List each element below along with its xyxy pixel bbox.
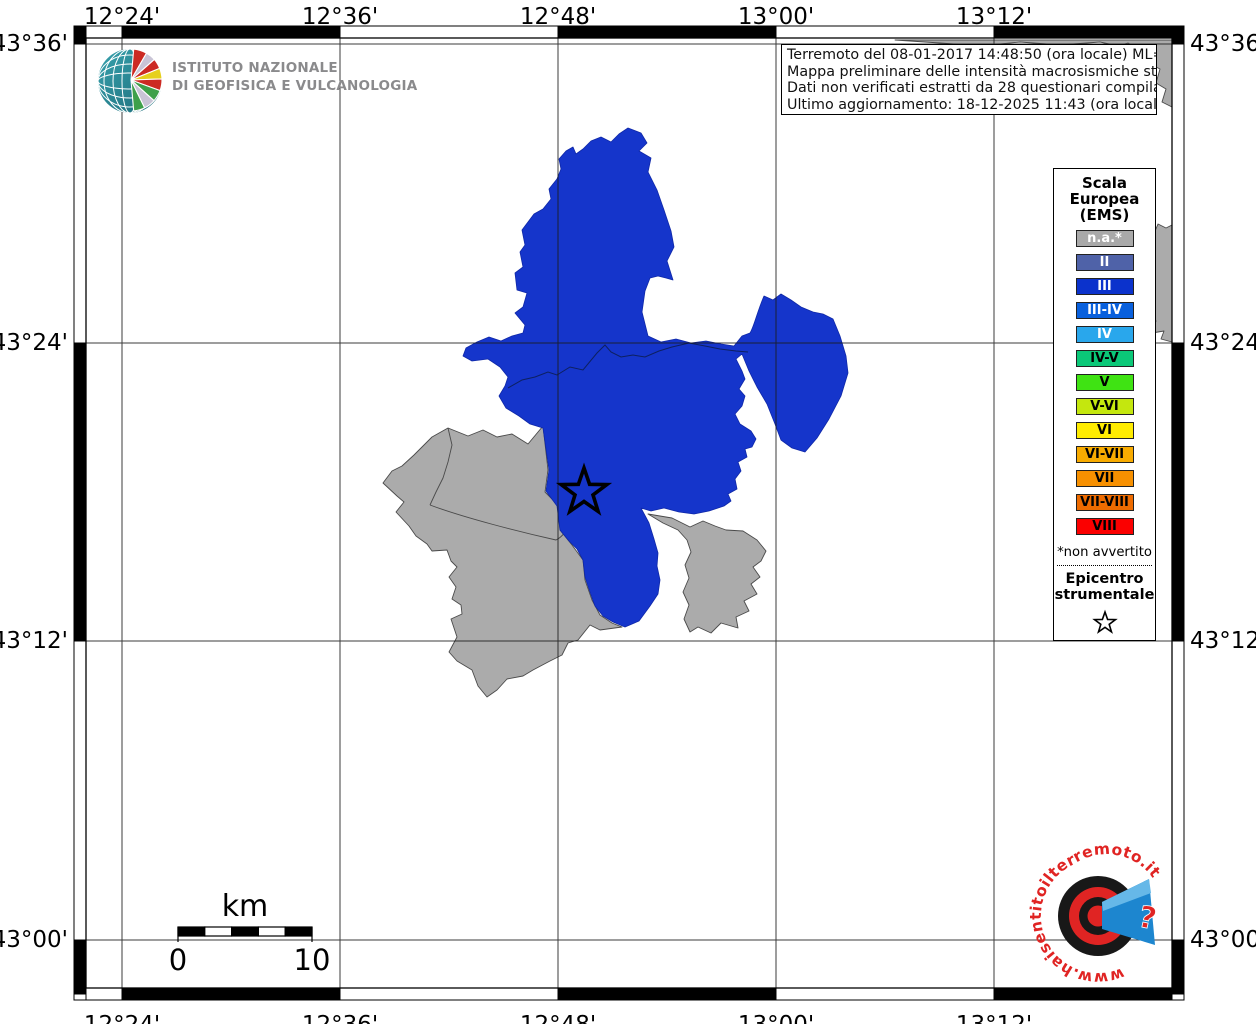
scale-bar: km 0 10 (169, 889, 331, 977)
info-line-event: Terremoto del 08-01-2017 14:48:50 (ora l… (787, 47, 1156, 63)
ingv-name-line1: ISTITUTO NAZIONALE (172, 60, 338, 76)
map-region-intensity-iii (462, 127, 849, 628)
lat-label-right: 43°00' (1190, 927, 1256, 953)
legend-swatch-iv: IV (1075, 326, 1134, 343)
info-line-questionnaires: Dati non verificati estratti da 28 quest… (787, 80, 1156, 96)
lon-label-bottom: 13°12' (956, 1012, 1032, 1024)
legend-swatch-viii: VIII (1075, 518, 1134, 535)
lat-label-left: 43°12' (0, 628, 68, 654)
info-line-updated: Ultimo aggiornamento: 18-12-2025 11:43 (… (787, 96, 1157, 113)
legend-epicenter-title: Epicentro strumentale (1054, 571, 1155, 603)
hsit-logo: ? www.haisentitoilterremoto.it (1027, 840, 1164, 988)
map-region-na-southeast (647, 513, 767, 634)
lat-label-right: 43°12' (1190, 628, 1256, 654)
legend-swatch-vii: VII (1075, 470, 1134, 487)
legend-swatch-iii: III (1075, 278, 1134, 295)
legend-footnote: *non avvertito (1057, 545, 1152, 560)
axis-labels: 12°24' 12°36' 12°48' 13°00' 13°12' 12°24… (0, 4, 1256, 1024)
lon-label-top: 12°48' (520, 4, 596, 30)
lat-label-right: 43°24' (1190, 330, 1256, 356)
lat-label-right: 43°36' (1190, 31, 1256, 57)
lon-label-top: 13°12' (956, 4, 1032, 30)
legend-divider (1057, 565, 1152, 566)
map-boundary-na-internal-2 (429, 427, 453, 506)
legend-title: Scala Europea (EMS) (1069, 174, 1140, 224)
legend-swatch-vi: VI (1075, 422, 1134, 439)
legend-swatch-iii-iv: III-IV (1075, 302, 1134, 319)
lon-label-bottom: 12°48' (520, 1012, 596, 1024)
map-boundary-river-line (507, 342, 749, 389)
lon-label-bottom: 12°36' (302, 1012, 378, 1024)
earthquake-info-box: Terremoto del 08-01-2017 14:48:50 (ora l… (781, 44, 1157, 115)
lat-label-left: 43°36' (0, 31, 68, 57)
lon-label-bottom: 12°24' (84, 1012, 160, 1024)
lon-label-bottom: 13°00' (738, 1012, 814, 1024)
scale-bar-start: 0 (169, 943, 187, 977)
legend-swatch-na: n.a.* (1075, 230, 1134, 247)
legend-swatch-vii-viii: VII-VIII (1075, 494, 1134, 511)
lon-label-top: 12°36' (302, 4, 378, 30)
epicenter-star (555, 462, 613, 516)
scale-bar-end: 10 (294, 943, 331, 977)
map-frame (73, 25, 1185, 1001)
lat-label-left: 43°00' (0, 927, 68, 953)
scale-bar-unit: km (222, 889, 269, 924)
lon-label-top: 13°00' (738, 4, 814, 30)
graticule-grid (86, 38, 1172, 988)
lat-label-left: 43°24' (0, 330, 68, 356)
legend-swatch-iv-v: IV-V (1075, 350, 1134, 367)
legend-swatch-v: V (1075, 374, 1134, 391)
intensity-legend: Scala Europea (EMS) n.a.* II III III-IV … (1053, 168, 1156, 641)
legend-swatch-vi-vii: VI-VII (1075, 446, 1134, 463)
info-line-map-type: Mappa preliminare delle intensità macros… (787, 63, 1157, 80)
ingv-name-line2: DI GEOFISICA E VULCANOLOGIA (172, 78, 418, 94)
legend-swatch-v-vi: V-VI (1075, 398, 1134, 415)
legend-epicenter-star-icon (1091, 609, 1118, 634)
ingv-logo: ISTITUTO NAZIONALE DI GEOFISICA E VULCAN… (98, 48, 418, 113)
legend-swatch-ii: II (1075, 254, 1134, 271)
lon-label-top: 12°24' (84, 4, 160, 30)
